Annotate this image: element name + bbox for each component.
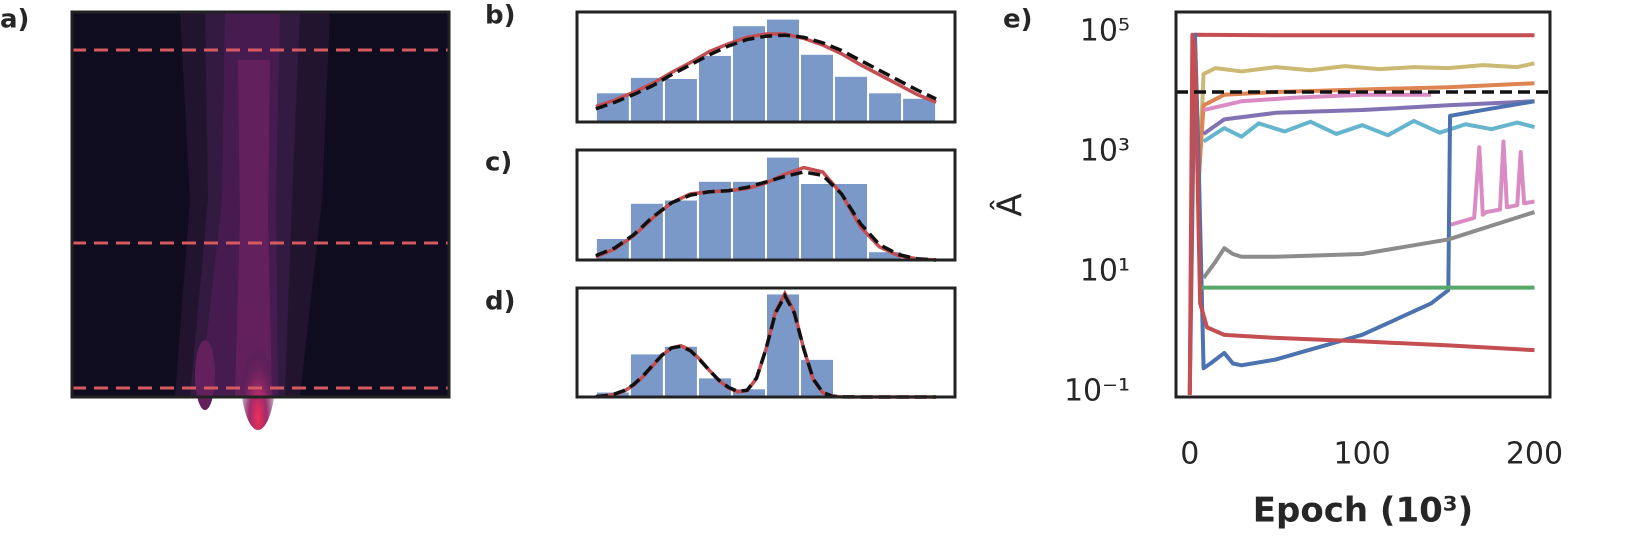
contour-peak [195, 340, 215, 410]
contour-panel [70, 10, 451, 430]
series-line [1187, 32, 1535, 395]
y-tick-label: 10⁵ [1080, 13, 1130, 48]
y-tick-label: 10¹ [1080, 254, 1130, 289]
histogram-bar [662, 77, 699, 123]
contour-peak [240, 310, 276, 430]
panel-label: d) [485, 287, 516, 317]
panel-label: e) [1003, 5, 1033, 35]
plot-area [1187, 32, 1536, 395]
panel-frame [575, 286, 957, 399]
x-tick-label: 0 [1180, 437, 1199, 472]
y-axis-label: Â [990, 193, 1031, 216]
x-tick-label: 100 [1334, 437, 1391, 472]
series-line [1201, 210, 1536, 280]
panel-frame [575, 148, 957, 262]
histogram-bar [867, 91, 904, 124]
series-line [1202, 99, 1535, 136]
panel-label: b) [485, 1, 516, 31]
histogram-bar [662, 198, 699, 261]
series-line [1196, 61, 1535, 195]
fit-density [595, 32, 937, 109]
histogram-bar [901, 96, 938, 124]
y-tick-label: 10³ [1080, 134, 1130, 169]
panel-frame [575, 10, 957, 124]
panel-label: c) [485, 148, 512, 178]
y-tick-label: 10⁻¹ [1064, 374, 1130, 409]
histogram-bar [799, 182, 836, 261]
series-line [1203, 92, 1535, 228]
x-tick-label: 200 [1506, 437, 1563, 472]
histogram-bar [799, 52, 836, 123]
histogram-bar [730, 179, 767, 261]
reference-density [595, 291, 937, 399]
reference-density [595, 170, 937, 262]
histogram-bar [765, 292, 802, 399]
histogram-bar [628, 75, 665, 123]
panel-label: a) [0, 5, 29, 35]
reference-density [595, 33, 937, 111]
histogram-bar [833, 74, 870, 124]
histogram-bar [833, 182, 870, 261]
series-line [1202, 118, 1536, 144]
panel-frame [70, 10, 451, 399]
panel-frame [1174, 10, 1552, 399]
x-axis-label: Epoch (10³) [1253, 491, 1473, 531]
histogram-bar [799, 357, 836, 399]
histogram-bar [696, 53, 733, 123]
